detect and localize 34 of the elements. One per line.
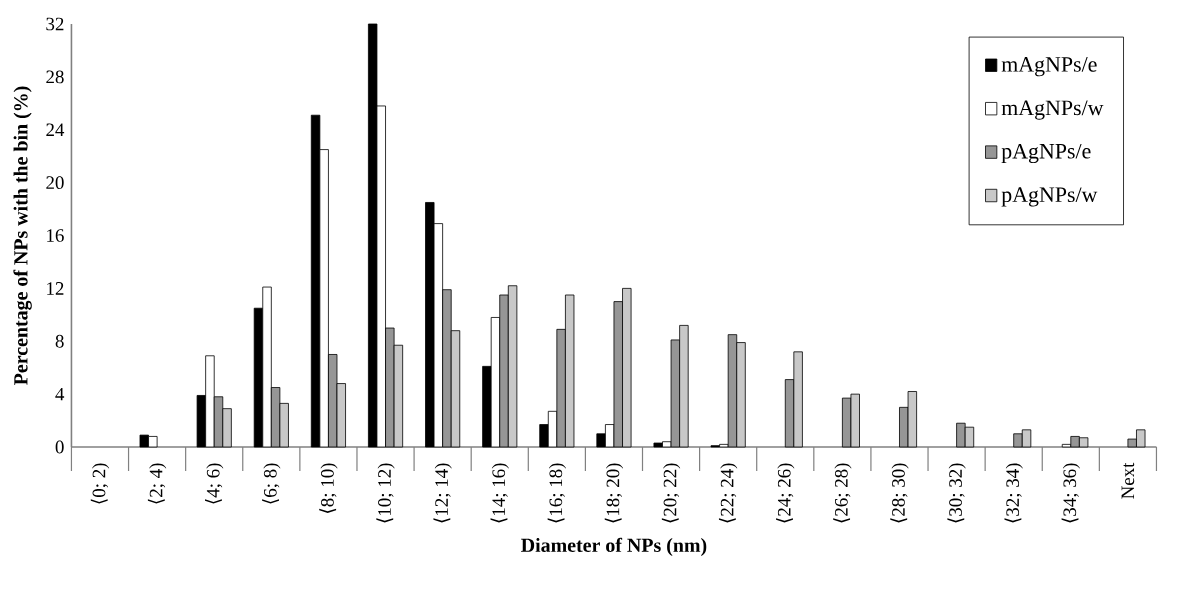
x-tick-label: ⟨8; 10): [319, 463, 338, 513]
x-tick-label: ⟨2; 4): [147, 463, 167, 504]
y-tick-label: 20: [46, 176, 64, 190]
y-tick-label: 0: [55, 440, 64, 454]
x-tick-label: ⟨6; 8): [262, 463, 281, 504]
y-axis-title: Percentage of NPs with the bin (%): [13, 86, 32, 385]
y-tick-label: 12: [47, 282, 64, 295]
x-tick-label: ⟨18; 20): [604, 463, 624, 523]
y-tick-label: 32: [46, 17, 64, 31]
x-tick-label: Next: [1121, 462, 1135, 499]
x-tick-label: ⟨20; 22): [661, 463, 681, 523]
x-tick-label: ⟨10; 12): [376, 463, 395, 523]
legend-label: pAgNPs/w: [1001, 187, 1098, 207]
x-tick-label: ⟨22; 24): [718, 463, 738, 523]
x-tick-label: ⟨34; 36): [1061, 463, 1080, 523]
x-tick-label: ⟨24; 26): [776, 463, 795, 523]
y-tick-label: 4: [55, 387, 65, 401]
x-tick-label: ⟨4; 6): [205, 463, 224, 504]
legend-label: mAgNPs/e: [1001, 57, 1097, 77]
x-tick-label: ⟨0; 2): [90, 463, 110, 504]
x-tick-label: ⟨16; 18): [547, 463, 567, 523]
x-tick-label: ⟨26; 28): [833, 463, 852, 523]
x-tick-label: ⟨12; 14): [433, 463, 452, 523]
x-tick-label: ⟨32; 34): [1004, 463, 1023, 523]
y-tick-label: 16: [47, 229, 64, 242]
x-tick-label: ⟨28; 30): [890, 463, 909, 523]
legend-label: mAgNPs/w: [1001, 100, 1104, 120]
y-tick-label: 28: [46, 70, 64, 84]
y-tick-label: 24: [46, 123, 65, 137]
legend-label: pAgNPs/e: [1001, 143, 1091, 164]
x-tick-label: ⟨14; 16): [490, 463, 509, 523]
y-tick-label: 8: [55, 334, 64, 348]
x-axis-title: Diameter of NPs (nm): [521, 537, 707, 557]
x-tick-label: ⟨30; 32): [947, 463, 966, 523]
